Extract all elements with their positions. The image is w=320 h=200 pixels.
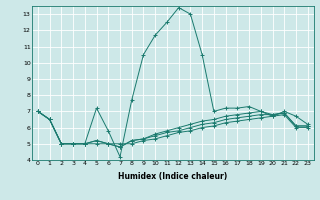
X-axis label: Humidex (Indice chaleur): Humidex (Indice chaleur) xyxy=(118,172,228,181)
